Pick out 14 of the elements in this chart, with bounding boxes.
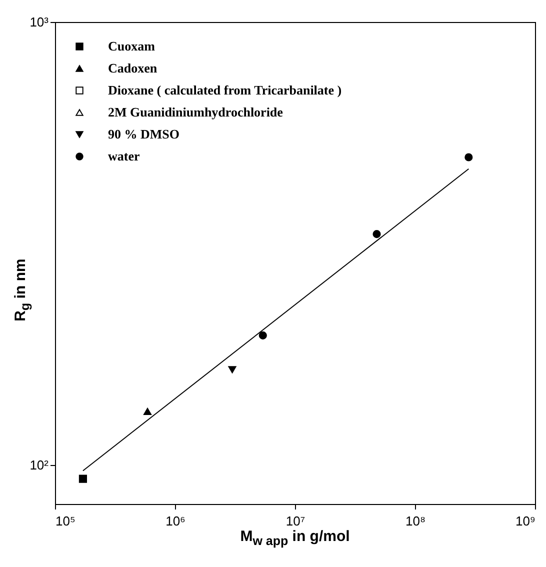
legend-label: Dioxane ( calculated from Tricarbanilate ) xyxy=(108,82,342,98)
legend-label: Cadoxen xyxy=(108,60,158,76)
legend-label: Cuoxam xyxy=(108,38,156,54)
x-tick-label: 10⁸ xyxy=(406,514,426,528)
y-tick-label: 10³ xyxy=(30,14,50,30)
x-tick-label: 10⁹ xyxy=(515,514,536,528)
x-tick-label: 10⁶ xyxy=(166,514,186,528)
x-axis-title: M$_{w app}$ in g/mol xyxy=(239,528,351,548)
legend-label: 90 % DMSO xyxy=(108,126,180,142)
y-tick-label: 10² xyxy=(30,457,50,472)
x-tick-label: 10⁵ xyxy=(56,514,76,528)
legend-label: water xyxy=(108,148,140,164)
legend-label: 2M Guanidiniumhydrochloride xyxy=(108,104,284,120)
x-tick-label: 10⁷ xyxy=(286,514,306,528)
